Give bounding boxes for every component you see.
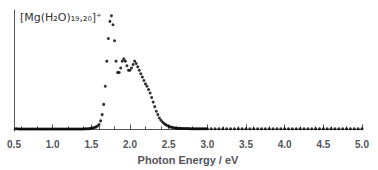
- svg-text:4.5: 4.5: [316, 139, 330, 150]
- svg-text:1.5: 1.5: [84, 139, 98, 150]
- svg-text:Photon Energy / eV: Photon Energy / eV: [138, 154, 240, 166]
- svg-text:1.0: 1.0: [46, 139, 60, 150]
- svg-text:4.0: 4.0: [278, 139, 292, 150]
- svg-text:2.0: 2.0: [123, 139, 137, 150]
- svg-text:3.0: 3.0: [200, 139, 214, 150]
- svg-text:5.0: 5.0: [355, 139, 369, 150]
- svg-text:3.5: 3.5: [239, 139, 253, 150]
- svg-text:2.5: 2.5: [162, 139, 176, 150]
- svg-text:0.5: 0.5: [7, 139, 21, 150]
- svg-text:[Mg(H₂O)₁₉,₂₀]⁺: [Mg(H₂O)₁₉,₂₀]⁺: [20, 11, 102, 24]
